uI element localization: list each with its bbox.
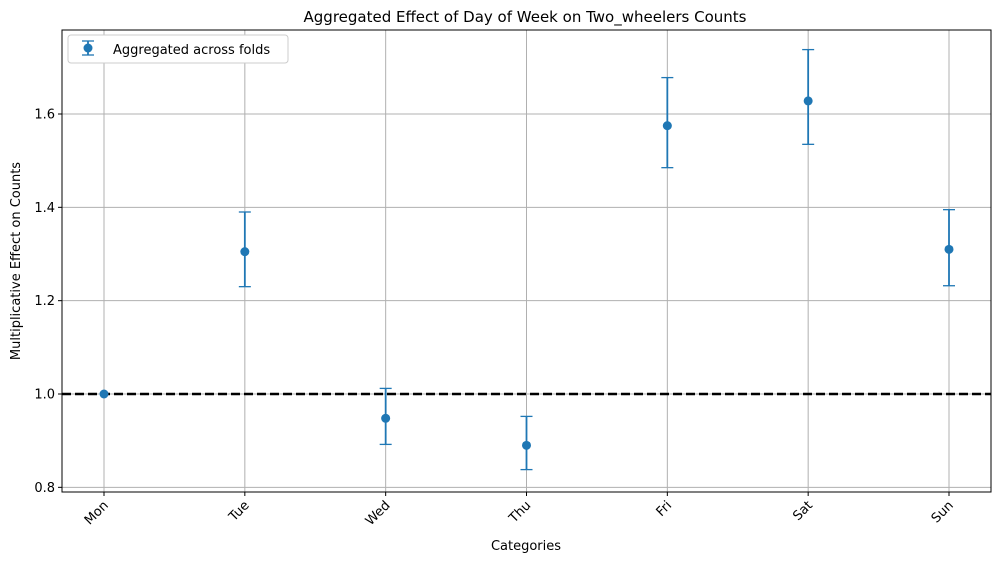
legend-point (83, 43, 93, 53)
legend-box (67, 34, 289, 64)
y-tick-label: 1.4 (34, 201, 55, 216)
x-tick-label: Sun (929, 498, 957, 526)
data-point (662, 121, 672, 131)
x-tick-label: Mon (82, 498, 112, 528)
x-axis: Mon Tue Wed Thu Fri Sat Sun (82, 492, 957, 529)
x-axis-title: Categories (491, 539, 561, 554)
y-tick-label: 1.2 (34, 294, 55, 309)
legend-marker (82, 40, 94, 56)
y-axis-title: Multiplicative Effect on Counts (9, 162, 24, 360)
legend: Aggregated across folds (67, 34, 289, 64)
data-points (99, 48, 955, 471)
data-point (522, 440, 531, 450)
y-tick-label: 1.6 (34, 108, 55, 123)
x-tick-label: Sat (790, 498, 816, 524)
data-point (381, 413, 391, 423)
data-point (99, 389, 109, 399)
x-tick-label: Fri (654, 498, 676, 520)
y-tick-label: 0.8 (34, 481, 55, 496)
data-point (803, 96, 813, 106)
x-tick-label: Tue (226, 498, 253, 525)
legend-label: Aggregated across folds (113, 43, 270, 58)
chart-title: Aggregated Effect of Day of Week on Two_… (304, 8, 747, 27)
x-tick-label: Thu (506, 498, 535, 527)
y-tick-label: 1.0 (34, 388, 55, 403)
data-point (944, 244, 954, 254)
x-tick-label: Wed (363, 498, 394, 529)
data-point (240, 247, 250, 257)
y-axis: 0.8 1.0 1.2 1.4 1.6 (34, 108, 62, 496)
